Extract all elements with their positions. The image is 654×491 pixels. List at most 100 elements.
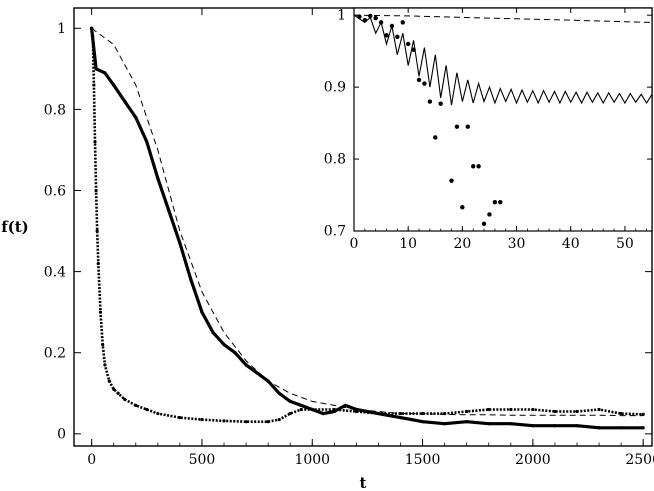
main-series-2-point — [101, 343, 105, 347]
inset-series-2-point — [471, 164, 476, 169]
main-series-2-point — [156, 411, 160, 416]
main-series-1-point — [112, 83, 116, 87]
main-series-1-point — [200, 310, 204, 314]
main-series-1-point — [94, 67, 98, 71]
main-series-1-point — [222, 343, 226, 347]
inset-series-2-point — [438, 101, 443, 106]
main-y-tick-label: 0 — [57, 427, 66, 443]
inset-y-tick-label: 0.8 — [324, 152, 346, 168]
inset-series-2-point — [389, 23, 395, 29]
inset-background — [354, 8, 652, 231]
main-y-tick-label: 0.4 — [44, 265, 66, 281]
main-series-1-point — [123, 99, 127, 103]
main-series-2-point — [354, 409, 358, 414]
inset-series-2-point — [395, 34, 400, 39]
inset-y-tick-label: 1 — [337, 8, 346, 24]
inset-series-2-point — [362, 18, 368, 23]
main-series-1-point — [531, 424, 535, 428]
main-series-2-point — [420, 411, 425, 416]
inset-series-2-point — [416, 77, 422, 83]
main-series-1-point — [255, 371, 259, 375]
main-series-1-point — [178, 241, 182, 245]
main-series-1-line — [90, 28, 644, 430]
inset-x-tick-label: 10 — [399, 236, 417, 252]
main-series-1-point — [619, 426, 623, 430]
main-series-2-point — [619, 411, 623, 416]
main-series-2-point — [398, 411, 403, 416]
main-series-2-point — [277, 418, 281, 422]
main-series-2-point — [332, 407, 336, 412]
main-series-0-line — [91, 27, 644, 417]
inset-series-2-point — [384, 33, 389, 38]
main-y-tick-label: 0.8 — [44, 102, 66, 118]
main-series-2-point — [103, 363, 107, 367]
inset-series-2-point — [433, 135, 438, 140]
inset-series-2-point — [411, 47, 416, 52]
main-series-2-point — [288, 411, 292, 416]
main-series-2-point — [487, 407, 491, 412]
inset-series-2-point — [427, 99, 433, 104]
main-series-1-point — [398, 416, 403, 420]
inset-series-2-point — [357, 14, 362, 19]
main-series-2-point — [98, 310, 103, 314]
main-x-tick-label: 1500 — [405, 452, 441, 468]
main-series-2-point — [222, 419, 226, 423]
inset-plot-frame — [353, 7, 653, 232]
main-x-tick-label: 2000 — [515, 452, 551, 468]
main-series-2-point — [376, 411, 381, 416]
main-series-2-point — [244, 420, 248, 424]
main-series-2-point — [116, 391, 120, 395]
main-series-1-point — [420, 420, 425, 424]
inset-x-tick-label: 20 — [453, 236, 471, 252]
main-series-2-point — [553, 409, 557, 414]
main-series-2-line — [90, 28, 644, 424]
main-x-axis-label: t — [360, 474, 367, 491]
main-series-2-point — [465, 409, 469, 414]
main-series-1-point — [211, 330, 215, 335]
inset-series-2-point — [373, 15, 378, 21]
main-y-tick-label: 1 — [57, 21, 66, 37]
inset-series-2-point — [400, 20, 405, 25]
main-series-2-point — [107, 379, 111, 383]
inset-series-2-point — [405, 41, 411, 47]
inset-series-2-point — [422, 81, 427, 86]
inset-x-tick-label: 30 — [508, 236, 526, 252]
main-y-tick-label: 0.6 — [44, 183, 66, 199]
inset-series-2-point — [498, 200, 503, 205]
main-series-2-point — [597, 407, 601, 412]
main-series-1-point — [299, 403, 303, 408]
inset-series-2-point — [465, 124, 470, 129]
main-series-2-point — [93, 140, 97, 144]
main-series-2-point — [95, 229, 99, 233]
main-series-2-point — [90, 26, 94, 30]
main-series-2-point — [299, 407, 303, 412]
main-y-tick-label: 0.2 — [44, 346, 66, 362]
main-series-2-point — [134, 403, 138, 408]
main-series-1-point — [597, 426, 601, 430]
main-series-2-point — [266, 420, 270, 424]
main-series-2-point — [94, 188, 98, 193]
main-series-1-point — [443, 422, 447, 426]
main-series-2-point — [178, 416, 182, 420]
main-series-1-point — [103, 71, 107, 75]
main-series-2-point — [443, 411, 447, 416]
inset-series-2-point — [454, 124, 460, 129]
inset-chart: 0 10 20 30 40 50 0.7 0.8 0.9 1 — [324, 7, 653, 252]
main-series-1-point — [465, 420, 469, 424]
main-x-tick-label: 1000 — [294, 452, 330, 468]
inset-series-2-point — [460, 205, 465, 210]
main-series-1-point — [244, 363, 248, 367]
inset-series-2-point — [481, 221, 487, 227]
main-series-1-point — [288, 399, 292, 403]
main-series-1-point — [509, 422, 513, 426]
main-series-2-point — [575, 409, 579, 414]
main-x-tick-label: 500 — [189, 452, 216, 468]
inset-x-tick-label: 50 — [616, 236, 634, 252]
main-series-2-point — [92, 83, 96, 87]
main-series-2-point — [509, 407, 513, 412]
main-series-1-point — [277, 391, 281, 395]
main-series-1-point — [134, 115, 138, 120]
main-series-1-point — [189, 278, 193, 282]
